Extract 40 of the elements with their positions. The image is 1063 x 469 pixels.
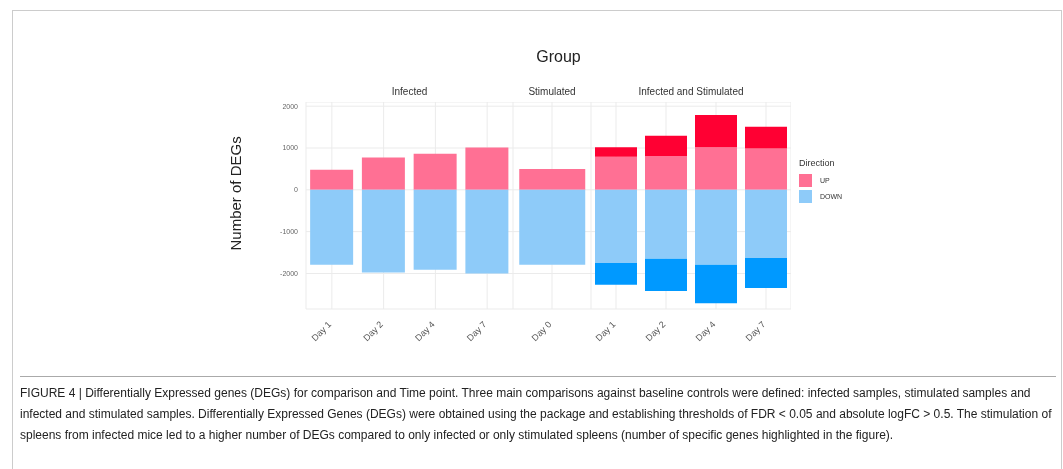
caption: FIGURE 4 | Differentially Expressed genes (DEGs) for comparison and Time point. Three main comparisons against baseline controls were defined: infected samples, stimulated samples and infected and stimulated samples. Differentially Expressed Genes (DEGs) were obtained using the package and establishing thresholds of FDR < 0.05 and absolute logFC > 0.5. The stimulation of spleens from infected mice led to a higher number of DEGs compared to only infected or only stimulated spleens (number of specific genes highlighted in the figure).: [20, 385, 1053, 444]
bar: [361, 157, 405, 190]
bar: [465, 189, 509, 274]
bar: [595, 156, 637, 190]
bar: [595, 263, 637, 285]
x-tick-label: Day 7: [743, 319, 768, 344]
bar: [413, 189, 457, 270]
bar: [745, 148, 787, 190]
bar: [695, 264, 737, 304]
chart-title: Infected and Stimulated: [637, 86, 745, 99]
bar: [695, 147, 737, 190]
chart-title: Infected: [390, 86, 429, 99]
bar: [310, 189, 354, 265]
bar: [695, 189, 737, 265]
x-tick-label: Day 4: [693, 319, 718, 344]
x-tick-label: Day 1: [593, 319, 618, 344]
x-tick-label: Day 2: [361, 319, 386, 344]
x-tick-label: Day 1: [309, 319, 334, 344]
x-tick-label: Day 7: [464, 319, 489, 344]
x-tick-label: Day 2: [643, 319, 668, 344]
bar: [745, 189, 787, 258]
bar: [310, 169, 354, 190]
bar: [645, 135, 687, 156]
bar: [595, 189, 637, 263]
x-tick-label: Day 0: [529, 319, 554, 344]
bar: [645, 258, 687, 292]
y-axis-title: Number of DEGs: [227, 136, 245, 251]
bar: [745, 257, 787, 289]
chart-title: Stimulated: [527, 86, 577, 99]
bar: [695, 114, 737, 148]
legend-title: Direction: [799, 158, 836, 168]
bar: [465, 147, 509, 190]
bar: [361, 189, 405, 273]
bar: [413, 153, 457, 190]
bar: [645, 155, 687, 190]
bar: [745, 126, 787, 149]
text: Group: [535, 48, 582, 66]
bar: [595, 147, 637, 157]
x-tick-label: Day 4: [413, 319, 437, 344]
bar: [645, 189, 687, 259]
